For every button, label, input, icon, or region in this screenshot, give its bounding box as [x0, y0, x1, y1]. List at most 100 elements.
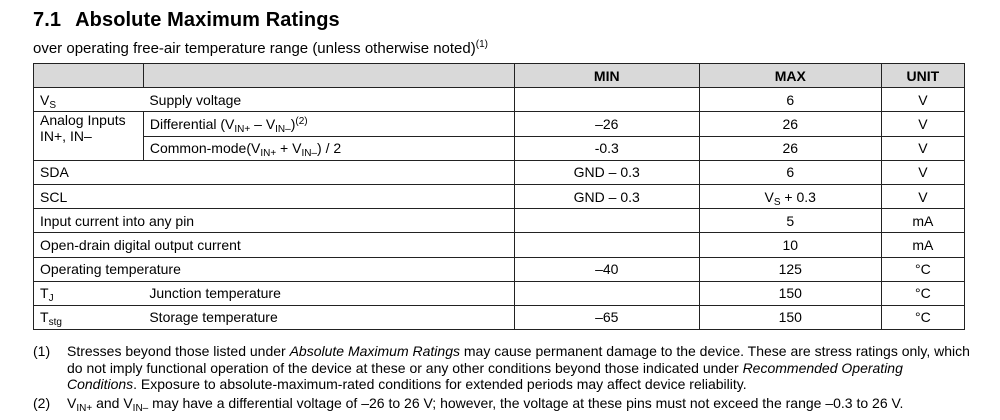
analog-inputs-label-cell: Analog Inputs IN+, IN–: [33, 111, 144, 161]
min-cell: [513, 87, 700, 113]
max-cell: 26: [698, 135, 882, 161]
header-min: MIN: [513, 62, 700, 89]
min-cell: [513, 232, 700, 258]
min-cell: [513, 280, 700, 306]
max-cell: 6: [698, 159, 882, 185]
max-cell: VS + 0.3: [698, 183, 882, 210]
footnote-segment: V: [67, 394, 77, 411]
symbol-cell: Tstg: [33, 304, 144, 331]
max-cell: 6: [698, 87, 882, 113]
parameter-cell: Differential (VIN+ – VIN–)(2): [142, 111, 515, 137]
footnote-subscript: IN–: [132, 402, 149, 414]
header-parameter-cell: [142, 62, 515, 89]
section-title: Absolute Maximum Ratings: [75, 9, 340, 31]
table-row-sda: SDA GND – 0.3 6 V: [33, 159, 966, 185]
min-cell: –26: [513, 111, 700, 137]
table-row-operating-temperature: Operating temperature –40 125 °C: [33, 256, 966, 282]
footnote-segment: Stresses beyond those listed under: [67, 343, 290, 359]
table-header-row: MIN MAX UNIT: [33, 62, 966, 89]
unit-cell: V: [880, 183, 966, 210]
footnote-subscript: IN+: [76, 402, 93, 414]
table-row-input-current: Input current into any pin 5 mA: [33, 208, 966, 234]
symbol-subscript: J: [48, 293, 54, 305]
subtitle-text: over operating free-air temperature rang…: [33, 40, 476, 57]
parameter-cell: Storage temperature: [143, 304, 515, 331]
table-subtitle: over operating free-air temperature rang…: [33, 39, 488, 58]
footnote-2: (2) VIN+ and VIN– may have a differentia…: [33, 394, 973, 414]
footnote-ref: (2): [295, 115, 308, 127]
section-heading: 7.1 Absolute Maximum Ratings: [33, 9, 340, 32]
max-cell: 150: [698, 280, 882, 306]
max-text: V: [764, 188, 774, 205]
max-cell: 5: [698, 208, 882, 234]
param-subscript: IN–: [275, 123, 291, 135]
footnote-italic: Absolute Maximum Ratings: [289, 343, 460, 359]
parameter-cell: Supply voltage: [143, 87, 515, 113]
table-row-storage-temperature: Tstg Storage temperature –65 150 °C: [33, 304, 966, 331]
label-cell: Open-drain digital output current: [33, 232, 515, 258]
min-cell: -0.3: [513, 135, 700, 161]
footnote-1: (1) Stresses beyond those listed under A…: [33, 343, 973, 393]
table-row-scl: SCL GND – 0.3 VS + 0.3 V: [33, 183, 966, 210]
max-subscript: S: [773, 196, 781, 208]
min-cell: GND – 0.3: [513, 183, 700, 210]
footnote-text: Stresses beyond those listed under Absol…: [67, 343, 973, 393]
header-unit: UNIT: [880, 62, 966, 89]
max-cell: 26: [698, 111, 882, 137]
symbol-subscript: stg: [48, 317, 62, 329]
min-cell: [513, 208, 700, 234]
min-cell: GND – 0.3: [513, 159, 700, 185]
param-text: Differential (V: [149, 115, 235, 132]
symbol-subscript: S: [49, 99, 57, 111]
unit-cell: V: [880, 87, 966, 113]
param-text: + V: [276, 140, 302, 157]
symbol-cell: TJ: [33, 280, 144, 306]
header-symbol-cell: [33, 62, 144, 89]
section-number: 7.1: [33, 9, 62, 31]
parameter-cell: Common-mode(VIN+ + VIN–) / 2: [142, 135, 515, 161]
footnote-segment: may have a differential voltage of –26 t…: [148, 394, 904, 411]
max-cell: 125: [698, 256, 882, 282]
label-cell: SDA: [33, 159, 515, 185]
footnote-segment: may cause permanent damage to the device…: [67, 343, 970, 376]
table-row-analog-differential: Analog Inputs IN+, IN– Differential (VIN+…: [33, 111, 966, 161]
min-cell: –65: [513, 304, 700, 331]
unit-cell: mA: [880, 208, 966, 234]
symbol-text: T: [40, 309, 49, 326]
footnotes: (1) Stresses beyond those listed under A…: [33, 343, 973, 413]
label-cell: SCL: [33, 183, 515, 210]
analog-label-line2: IN+, IN–: [40, 128, 92, 145]
unit-cell: V: [880, 159, 966, 185]
unit-cell: °C: [880, 304, 966, 331]
footnote-text: VIN+ and VIN– may have a differential vo…: [67, 394, 973, 414]
table-row-junction-temperature: TJ Junction temperature 150 °C: [33, 280, 966, 306]
footnote-marker: (1): [33, 343, 51, 359]
param-text: ): [290, 115, 296, 132]
table-row-analog-common-mode: Common-mode(VIN+ + VIN–) / 2 -0.3 26 V: [34, 135, 966, 161]
min-cell: –40: [513, 256, 700, 282]
unit-cell: V: [880, 135, 966, 161]
parameter-cell: Junction temperature: [143, 280, 515, 306]
subtitle-footnote-ref: (1): [475, 39, 488, 50]
max-text: + 0.3: [780, 188, 816, 205]
param-subscript: IN+: [234, 123, 251, 135]
footnote-segment: and V: [92, 394, 133, 411]
absolute-max-ratings-table: MIN MAX UNIT VS Supply voltage 6 V Analo…: [33, 62, 966, 331]
footnote-segment: . Exposure to absolute-maximum-rated con…: [133, 376, 747, 392]
unit-cell: V: [880, 111, 966, 137]
param-subscript: IN+: [260, 148, 277, 160]
unit-cell: mA: [880, 232, 966, 258]
footnote-marker: (2): [33, 394, 51, 411]
symbol-text: T: [40, 285, 49, 302]
label-cell: Input current into any pin: [33, 208, 515, 234]
symbol-text: V: [40, 91, 50, 108]
param-text: Common-mode(V: [149, 140, 261, 157]
param-text: ) / 2: [317, 140, 342, 157]
header-max: MAX: [698, 62, 882, 89]
param-text: – V: [250, 115, 276, 132]
max-cell: 150: [698, 304, 882, 331]
analog-label-line1: Analog Inputs: [40, 112, 126, 129]
label-cell: Operating temperature: [33, 256, 515, 282]
unit-cell: °C: [880, 256, 966, 282]
